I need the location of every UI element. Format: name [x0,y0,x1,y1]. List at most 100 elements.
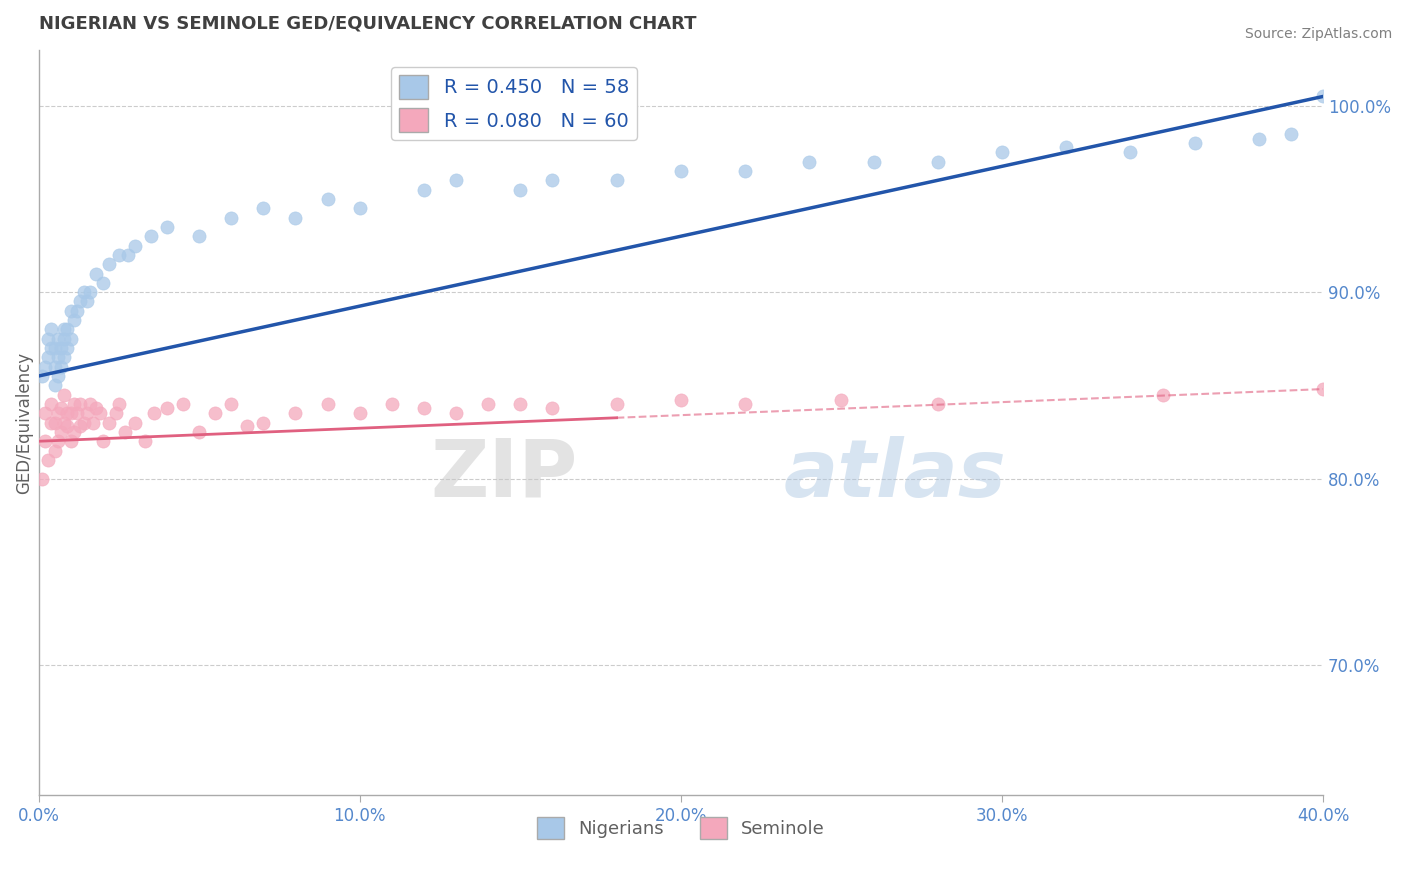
Point [91,276,114,290]
Point [46,351,69,365]
Point [541,173,564,187]
Point [41,341,63,355]
Point [31,471,53,485]
Point [41,416,63,430]
Point [44,416,66,430]
Point [49,359,72,374]
Point [31,369,53,384]
Point [63,397,86,411]
Point [219,397,242,411]
Point [124,416,146,430]
Point [59,303,82,318]
Point [37,453,59,467]
Point [188,425,211,439]
Point [143,406,166,420]
Point [219,211,242,225]
Point [44,359,66,374]
Point [734,397,756,411]
Point [59,434,82,449]
Point [799,154,821,169]
Point [41,322,63,336]
Point [49,425,72,439]
Text: ZIP: ZIP [430,436,578,514]
Point [53,322,76,336]
Point [108,397,131,411]
Point [316,192,339,206]
Point [606,173,628,187]
Point [117,248,139,262]
Point [53,387,76,401]
Point [541,401,564,415]
Legend: Nigerians, Seminole: Nigerians, Seminole [529,810,832,846]
Point [1054,140,1077,154]
Point [1119,145,1142,160]
Point [1312,382,1334,396]
Point [34,406,56,420]
Point [53,351,76,365]
Point [49,341,72,355]
Point [76,294,98,309]
Text: Source: ZipAtlas.com: Source: ZipAtlas.com [1244,27,1392,41]
Point [82,416,104,430]
Point [830,393,852,408]
Point [1279,127,1302,141]
Point [139,229,162,244]
Point [44,378,66,392]
Point [927,154,949,169]
Point [72,285,94,300]
Point [56,419,79,434]
Point [37,332,59,346]
Point [44,341,66,355]
Point [284,211,307,225]
Point [669,393,692,408]
Point [34,359,56,374]
Text: NIGERIAN VS SEMINOLE GED/EQUIVALENCY CORRELATION CHART: NIGERIAN VS SEMINOLE GED/EQUIVALENCY COR… [38,15,696,33]
Y-axis label: GED/Equivalency: GED/Equivalency [15,351,32,493]
Point [134,434,156,449]
Point [236,419,259,434]
Point [316,397,339,411]
Point [349,201,371,215]
Point [69,397,91,411]
Point [46,406,69,420]
Point [114,425,136,439]
Point [56,322,79,336]
Point [862,154,884,169]
Point [734,164,756,178]
Point [69,419,91,434]
Point [34,434,56,449]
Point [124,238,146,252]
Point [1184,136,1206,150]
Point [509,183,531,197]
Point [606,397,628,411]
Point [76,406,98,420]
Point [413,401,436,415]
Point [509,397,531,411]
Point [98,416,121,430]
Point [91,434,114,449]
Point [56,406,79,420]
Point [1247,132,1270,146]
Point [204,406,226,420]
Point [188,229,211,244]
Point [69,294,91,309]
Point [156,219,179,234]
Point [89,406,111,420]
Point [1312,89,1334,103]
Point [49,401,72,415]
Point [46,369,69,384]
Point [59,332,82,346]
Point [86,267,108,281]
Point [108,248,131,262]
Point [444,173,467,187]
Point [156,401,179,415]
Point [79,285,101,300]
Point [46,332,69,346]
Point [66,406,89,420]
Point [59,406,82,420]
Point [44,443,66,458]
Point [444,406,467,420]
Point [41,397,63,411]
Point [79,397,101,411]
Point [284,406,307,420]
